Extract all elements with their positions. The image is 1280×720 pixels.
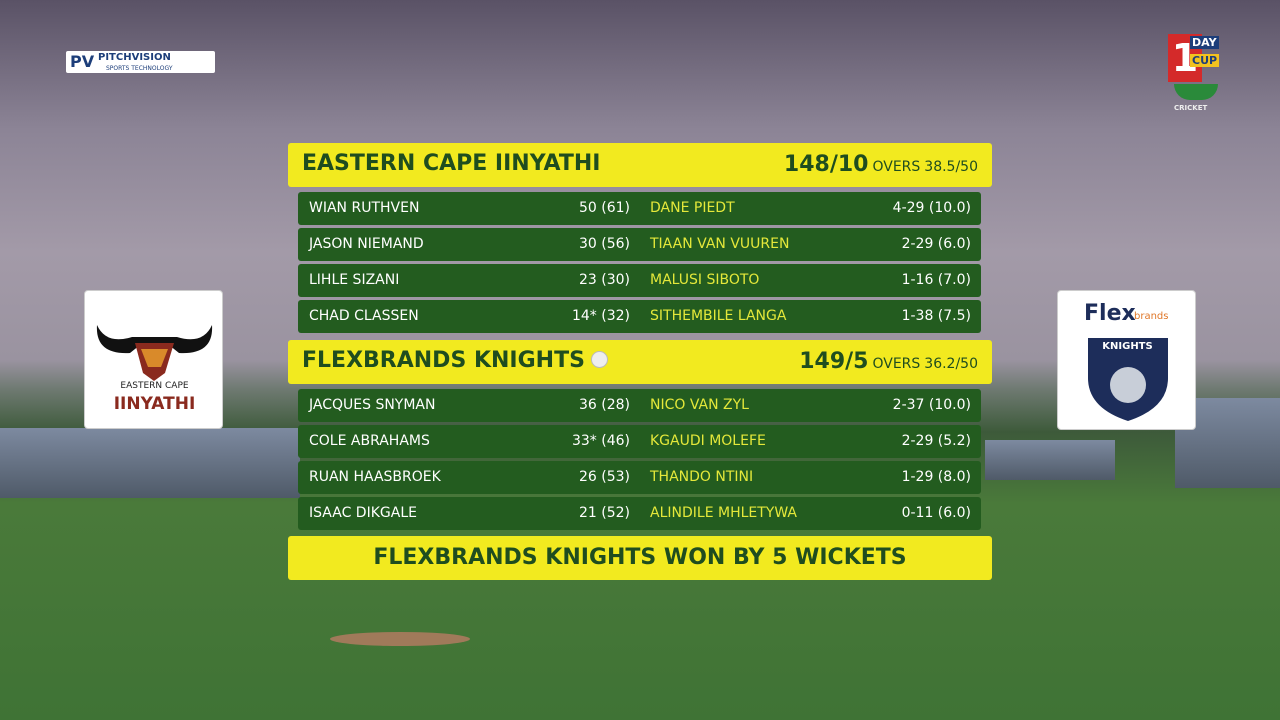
player-row: COLE ABRAHAMS 33* (46) KGAUDI MOLEFE 2-29 (… [298, 425, 981, 458]
logo-mark: PV [70, 52, 95, 71]
batter-name: COLE ABRAHAMS [309, 433, 430, 449]
bowler-figures: 0-11 (6.0) [901, 505, 971, 521]
batter-name: JACQUES SNYMAN [309, 397, 436, 413]
team-score: 149/5 OVERS 36.2/50 [799, 349, 978, 374]
bowler-figures: 2-37 (10.0) [892, 397, 971, 413]
bowler-name: DANE PIEDT [650, 200, 735, 216]
buffalo-icon [96, 325, 213, 381]
team-name: EASTERN CAPE IINYATHI [302, 151, 601, 176]
bowler-name: NICO VAN ZYL [650, 397, 749, 413]
bowler-figures: 1-29 (8.0) [901, 469, 971, 485]
player-row: LIHLE SIZANI 23 (30) MALUSI SIBOTO 1-16 (7.… [298, 264, 981, 297]
bowler-name: KGAUDI MOLEFE [650, 433, 766, 449]
bowler-figures: 2-29 (6.0) [901, 236, 971, 252]
competition-logo: 1 DAY CUP CRICKET [1168, 34, 1230, 114]
batter-name: JASON NIEMAND [309, 236, 424, 252]
batter-score: 26 (53) [578, 469, 630, 485]
team-score: 148/10 OVERS 38.5/50 [784, 152, 978, 177]
result-bar: FLEXBRANDS KNIGHTS WON BY 5 WICKETS [288, 536, 992, 580]
logo-line: EASTERN CAPE [120, 381, 189, 391]
player-row: JASON NIEMAND 30 (56) TIAAN VAN VUUREN 2-29… [298, 228, 981, 261]
player-row: JACQUES SNYMAN 36 (28) NICO VAN ZYL 2-37 (1… [298, 389, 981, 422]
innings-header: EASTERN CAPE IINYATHI 148/10 OVERS 38.5/50 [288, 143, 992, 187]
batter-score: 33* (46) [571, 433, 630, 449]
batter-name: WIAN RUTHVEN [309, 200, 420, 216]
pitchvision-logo: PV PITCHVISION SPORTS TECHNOLOGY [66, 51, 215, 73]
bowler-figures: 1-16 (7.0) [901, 272, 971, 288]
batter-name: ISAAC DIKGALE [309, 505, 417, 521]
logo-brand: brands [1134, 311, 1169, 322]
team-name: FLEXBRANDS KNIGHTS [302, 348, 608, 373]
innings-header: FLEXBRANDS KNIGHTS 149/5 OVERS 36.2/50 [288, 340, 992, 384]
player-row: WIAN RUTHVEN 50 (61) DANE PIEDT 4-29 (10.0) [298, 192, 981, 225]
score: 148/10 [783, 152, 869, 177]
score: 149/5 [799, 349, 869, 374]
logo-tagline: SPORTS TECHNOLOGY [106, 65, 173, 72]
bowler-name: SITHEMBILE LANGA [650, 308, 787, 324]
logo-word: DAY [1190, 36, 1219, 49]
player-row: RUAN HAASBROEK 26 (53) THANDO NTINI 1-29 (8… [298, 461, 981, 494]
logo-brand: Flex [1084, 301, 1136, 326]
overs: 36.2/50 [924, 356, 978, 372]
overs: 38.5/50 [924, 159, 978, 175]
pitch-patch [330, 632, 470, 646]
batter-name: CHAD CLASSEN [309, 308, 419, 324]
batter-score: 21 (52) [578, 505, 630, 521]
bowler-name: ALINDILE MHLETYWA [650, 505, 797, 521]
logo-word: CUP [1190, 54, 1220, 67]
batter-name: RUAN HAASBROEK [309, 469, 441, 485]
batter-score: 50 (61) [578, 200, 630, 216]
bowler-figures: 2-29 (5.2) [901, 433, 971, 449]
batter-score: 23 (30) [578, 272, 630, 288]
logo-team: KNIGHTS [1102, 341, 1153, 352]
batter-name: LIHLE SIZANI [309, 272, 400, 288]
bowler-figures: 1-38 (7.5) [901, 308, 971, 324]
bowler-name: TIAAN VAN VUUREN [650, 236, 790, 252]
batter-score: 36 (28) [578, 397, 630, 413]
overs-label: OVERS [872, 159, 921, 175]
logo-name: PITCHVISION [98, 52, 171, 63]
bowler-name: THANDO NTINI [650, 469, 754, 485]
logo-swoosh [1174, 84, 1218, 100]
logo-line: IINYATHI [113, 394, 196, 414]
away-logo: Flex brands KNIGHTS [1057, 290, 1196, 430]
logo-sport: CRICKET [1174, 104, 1208, 112]
stand [0, 428, 300, 498]
stand [985, 440, 1115, 480]
bowler-name: MALUSI SIBOTO [650, 272, 760, 288]
shield-icon [1088, 338, 1168, 421]
batter-score: 30 (56) [578, 236, 630, 252]
ball-icon [590, 351, 608, 368]
player-row: CHAD CLASSEN 14* (32) SITHEMBILE LANGA 1-38… [298, 300, 981, 333]
player-row: ISAAC DIKGALE 21 (52) ALINDILE MHLETYWA 0-1… [298, 497, 981, 530]
home-logo: EASTERN CAPE IINYATHI [84, 290, 223, 429]
batter-score: 14* (32) [571, 308, 630, 324]
bowler-figures: 4-29 (10.0) [892, 200, 971, 216]
overs-label: OVERS [872, 356, 921, 372]
